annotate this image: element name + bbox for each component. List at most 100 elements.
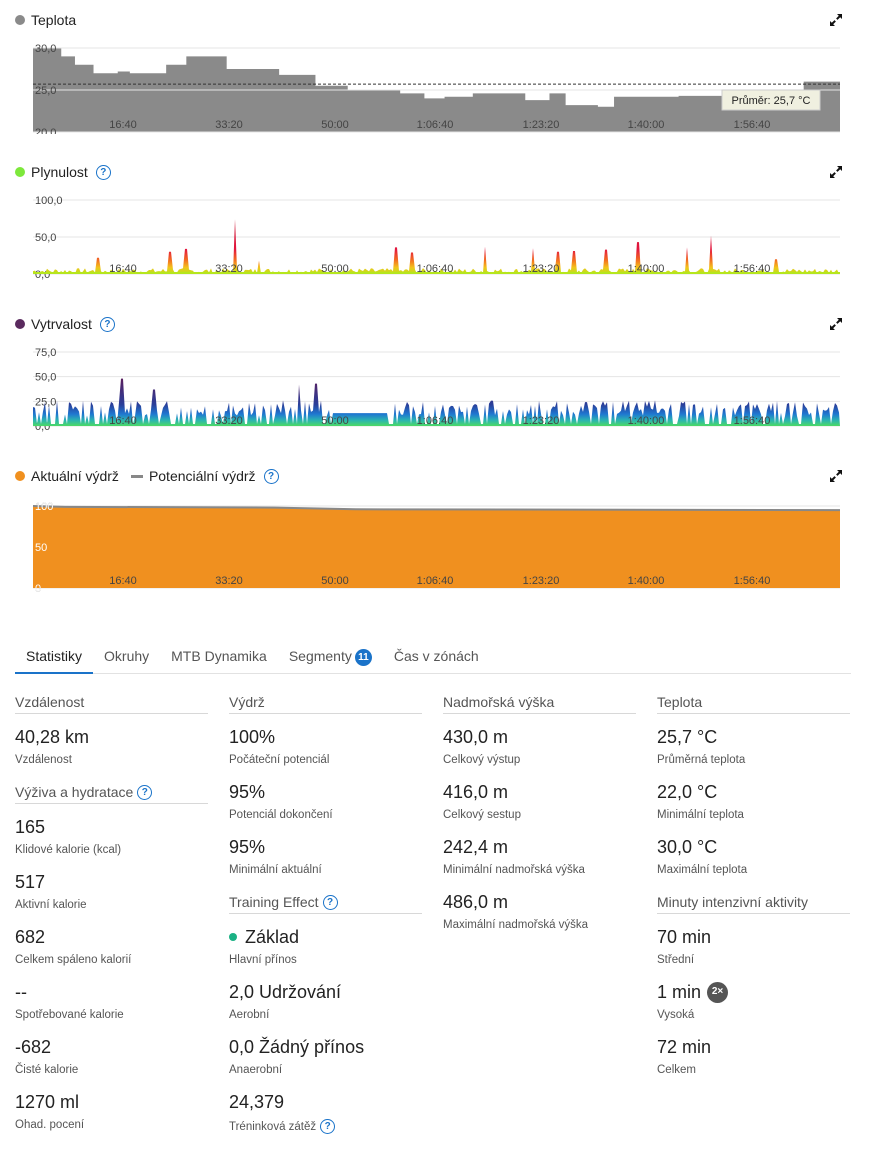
stat-value-text: 1 min	[657, 982, 702, 1002]
stat-value: 25,7 °C	[657, 727, 718, 747]
stat-label: Celkem	[657, 1064, 696, 1076]
section-title-text: Training Effect	[229, 894, 319, 910]
vydrz-chart: Aktuální výdrž Potenciální výdrž ? 100 50…	[0, 466, 872, 592]
expand-icon[interactable]	[828, 12, 844, 28]
y-tick-label: 0,0	[35, 269, 50, 280]
stat-item: Základ Hlavní přínos	[229, 926, 422, 966]
stat-item: 1 min 2× Vysoká	[657, 981, 850, 1021]
stat-value: 95%	[229, 837, 266, 857]
stat-value: Základ	[229, 926, 422, 948]
section-title-training: Training Effect ?	[229, 894, 422, 914]
stat-item: 517 Aktivní kalorie	[15, 871, 208, 911]
tab-statistiky[interactable]: Statistiky	[15, 640, 94, 674]
vytrvalost-plot[interactable]: 75,0 50,0 25,0 0,0 16:40 33:20 50:00 1:06:40 1:2…	[0, 314, 872, 432]
expand-icon[interactable]	[828, 316, 844, 332]
help-icon[interactable]: ?	[95, 164, 111, 180]
teplota-title: Teplota	[31, 12, 77, 28]
tab-label: Segmenty	[288, 648, 352, 664]
stat-label: Celkový sestup	[443, 809, 521, 821]
expand-icon[interactable]	[828, 468, 844, 484]
stat-item: -- Spotřebované kalorie	[15, 981, 208, 1021]
stat-item: 30,0 °C Maximální teplota	[657, 836, 850, 876]
status-dot-icon	[229, 933, 237, 941]
help-icon[interactable]: ?	[320, 1119, 336, 1134]
stat-value: 2,0 Udržování	[229, 982, 342, 1002]
x-tick-label: 1:40:00	[628, 575, 665, 587]
stats-column-1: Vzdálenost 40,28 km Vzdálenost Výživa a …	[15, 694, 208, 1146]
help-icon[interactable]: ?	[99, 316, 115, 332]
stat-item: 486,0 m Maximální nadmořská výška	[443, 891, 636, 931]
stat-label-text: Tréninková zátěž	[229, 1120, 317, 1133]
x-tick-label: 1:56:40	[734, 263, 771, 275]
x-tick-label: 50:00	[321, 575, 349, 587]
stat-value: 1 min 2×	[657, 981, 850, 1003]
tab-cas-v-zonach[interactable]: Čas v zónách	[383, 640, 490, 673]
teplota-legend-dot	[15, 15, 25, 25]
x-tick-label: 1:23:20	[523, 415, 560, 427]
tab-okruhy[interactable]: Okruhy	[93, 640, 160, 673]
help-icon[interactable]: ?	[322, 894, 338, 910]
stat-value: 416,0 m	[443, 782, 509, 802]
stat-label: Maximální teplota	[657, 864, 748, 876]
x-tick-label: 33:20	[215, 575, 243, 587]
plynulost-chart: Plynulost ? 100,0 50,0 0,0 16:40 33:20 50:00 1…	[0, 162, 872, 280]
stat-value: 430,0 m	[443, 727, 509, 747]
x-tick-label: 33:20	[215, 263, 243, 275]
average-label-box	[721, 89, 821, 111]
x-tick-label: 50:00	[321, 415, 349, 427]
plynulost-legend-dot	[15, 167, 25, 177]
x-tick-label: 1:40:00	[628, 119, 665, 131]
stat-value: 682	[15, 927, 46, 947]
x-tick-label: 16:40	[109, 415, 137, 427]
plynulost-title: Plynulost	[31, 164, 88, 180]
y-tick-label: 30,0	[35, 43, 56, 55]
section-title: Teplota	[657, 694, 850, 714]
stat-value: 30,0 °C	[657, 837, 718, 857]
x-tick-label: 1:23:20	[523, 575, 560, 587]
stat-label: Ohad. pocení	[15, 1119, 85, 1131]
stat-value: 70 min	[657, 927, 712, 947]
x-tick-label: 50:00	[321, 263, 349, 275]
help-icon[interactable]: ?	[263, 468, 279, 484]
vydrz-plot[interactable]: 10050010050016:4033:2050:001:06:401:23:2…	[0, 466, 872, 592]
potencialni-vydrz-title: Potenciální výdrž	[148, 468, 256, 484]
stat-item: 430,0 m Celkový výstup	[443, 726, 636, 766]
x-tick-label: 1:23:20	[523, 263, 560, 275]
stat-label: Aktivní kalorie	[15, 899, 87, 911]
stat-value: --	[15, 982, 27, 1002]
multiplier-badge: 2×	[707, 981, 729, 1003]
expand-icon[interactable]	[828, 164, 844, 180]
section-title: Vzdálenost	[15, 694, 208, 714]
x-tick-label: 1:23:20	[523, 119, 560, 131]
stat-label: Minimální nadmořská výška	[443, 864, 585, 876]
stat-label: Tréninková zátěž?	[229, 1119, 422, 1134]
stat-label: Aerobní	[229, 1009, 270, 1021]
y-tick-label: 50,0	[35, 232, 56, 244]
segment-count-badge: 11	[354, 649, 372, 666]
smoothness-area	[33, 219, 840, 274]
tab-label: MTB Dynamika	[171, 648, 267, 664]
stat-item: 682 Celkem spáleno kalorií	[15, 926, 208, 966]
teplota-chart: Teplota 30,0 25,0 20,0 Průměr: 25,7 °C 16:40…	[0, 10, 872, 134]
aktualni-vydrz-legend-dot	[15, 471, 25, 481]
stat-label: Minimální aktuální	[229, 864, 322, 876]
stat-label: Maximální nadmořská výška	[443, 919, 589, 931]
stat-value: -682	[15, 1037, 52, 1057]
stats-column-2: Výdrž 100% Počáteční potenciál 95% Poten…	[229, 694, 422, 1149]
section-title-vyziva: Výživa a hydratace ?	[15, 784, 208, 804]
stat-value: 1270 ml	[15, 1092, 80, 1112]
stat-value: 22,0 °C	[657, 782, 718, 802]
tab-mtb-dynamika[interactable]: MTB Dynamika	[160, 640, 278, 673]
plynulost-plot[interactable]: 100,0 50,0 0,0 16:40 33:20 50:00 1:06:40 1:23:2…	[0, 162, 872, 280]
x-tick-label: 16:40	[109, 119, 137, 131]
tab-segmenty[interactable]: Segmenty 11	[278, 640, 383, 673]
teplota-plot[interactable]: 30,0 25,0 20,0 Průměr: 25,7 °C 16:40 33:20 50:…	[0, 10, 872, 134]
stat-item: 95% Minimální aktuální	[229, 836, 422, 876]
section-title-text: Výživa a hydratace	[15, 784, 134, 800]
help-icon[interactable]: ?	[137, 784, 153, 800]
stat-item: 100% Počáteční potenciál	[229, 726, 422, 766]
stat-label: Spotřebované kalorie	[15, 1009, 124, 1021]
potential-stamina-line	[32, 505, 841, 512]
stat-value-text: Základ	[245, 927, 300, 947]
stat-label: Minimální teplota	[657, 809, 744, 821]
